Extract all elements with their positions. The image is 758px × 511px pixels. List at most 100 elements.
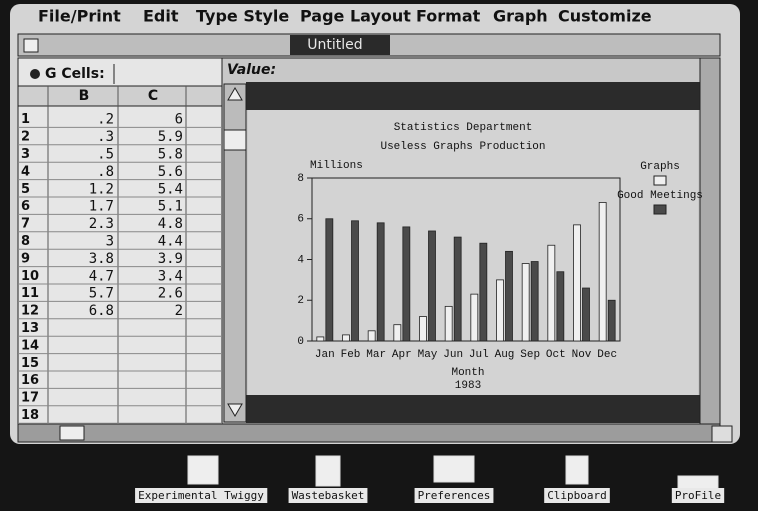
close-box[interactable] (23, 38, 39, 53)
icon-label[interactable]: Clipboard (547, 489, 607, 502)
icon-label[interactable]: Preferences (418, 489, 491, 502)
x-tick-label: Jun (443, 349, 463, 361)
row-label: 6 (21, 199, 30, 214)
cell[interactable]: 2 (175, 303, 183, 319)
bar (453, 236, 462, 342)
bar (316, 336, 325, 342)
y-tick-label: 2 (297, 295, 304, 307)
cell[interactable]: 6 (175, 112, 183, 128)
bar (573, 224, 581, 342)
icon-disk[interactable] (187, 455, 219, 485)
row-label: 18 (21, 408, 39, 423)
scroll-down[interactable] (227, 403, 243, 417)
bar (444, 305, 453, 342)
bar (556, 271, 565, 342)
bar (351, 220, 359, 342)
icon-label[interactable]: Experimental Twiggy (138, 489, 264, 502)
x-tick-label: Apr (392, 349, 412, 361)
menu-item[interactable]: Graph (493, 7, 548, 26)
cell[interactable]: 5.6 (158, 164, 183, 180)
x-tick-label: Aug (495, 349, 515, 361)
menu-item[interactable]: Customize (558, 7, 652, 26)
scroll-up[interactable] (227, 87, 243, 101)
cell[interactable]: 3.4 (158, 268, 183, 284)
bar (470, 293, 479, 342)
bar (367, 330, 376, 342)
cell[interactable]: .5 (97, 147, 114, 163)
column-header: B (79, 88, 90, 104)
cell[interactable]: .8 (97, 164, 114, 180)
window-title: Untitled (307, 37, 362, 53)
h-scrollbar[interactable] (17, 423, 721, 443)
row-label: 17 (21, 391, 39, 406)
bar (325, 218, 334, 342)
bar (393, 324, 402, 342)
column-header (17, 85, 223, 107)
chart-area (248, 110, 698, 395)
scroll-thumb[interactable] (59, 425, 85, 441)
cell[interactable]: 1.7 (89, 199, 114, 215)
row-label: 1 (21, 112, 30, 127)
pane-band (246, 82, 700, 110)
bar (530, 261, 539, 342)
icon-label[interactable]: ProFile (675, 489, 721, 502)
cell[interactable]: 3.9 (158, 251, 183, 267)
legend-swatch (653, 175, 667, 186)
cell[interactable]: 5.7 (89, 286, 114, 302)
desktop-icons (187, 455, 719, 491)
cell[interactable]: 1.2 (89, 181, 114, 197)
row-label: 3 (21, 147, 30, 162)
cell[interactable]: 4.7 (89, 268, 114, 284)
cell[interactable]: 6.8 (89, 303, 114, 319)
bar (402, 226, 411, 342)
cell[interactable]: 4.4 (158, 234, 183, 250)
row-label: 12 (21, 304, 39, 319)
row-label: 10 (21, 269, 39, 284)
spreadsheet-pane (17, 57, 223, 425)
cell[interactable]: 5.8 (158, 147, 183, 163)
cell[interactable]: 5.4 (158, 181, 183, 197)
legend-swatch (653, 204, 667, 215)
cell[interactable]: .3 (97, 129, 114, 145)
y-tick-label: 6 (297, 214, 304, 226)
x-tick-label: Sep (520, 349, 540, 361)
icon-clipboard[interactable] (565, 455, 589, 485)
icon-label-box (414, 488, 494, 503)
x-tick-label: Nov (572, 349, 592, 361)
cell[interactable]: .2 (97, 112, 114, 128)
menu-item[interactable]: Page Layout (300, 7, 411, 26)
scroll-thumb[interactable] (223, 129, 247, 151)
size-box[interactable] (711, 425, 733, 443)
icon-label[interactable]: Wastebasket (292, 489, 365, 502)
cell[interactable]: 2.3 (89, 216, 114, 232)
bar (521, 263, 530, 342)
legend-label: Graphs (640, 161, 680, 173)
bar (496, 279, 504, 342)
icon-preferences[interactable] (433, 455, 475, 483)
cell[interactable]: 5.9 (158, 129, 183, 145)
menu-item[interactable]: File/Print (38, 7, 121, 26)
bar (547, 244, 556, 342)
cell[interactable]: 4.8 (158, 216, 183, 232)
bar (428, 230, 436, 342)
y-tick-label: 8 (297, 173, 304, 185)
cell[interactable]: 3 (106, 234, 114, 250)
icon-profile[interactable] (677, 475, 719, 491)
icon-wastebasket[interactable] (315, 455, 341, 487)
apple-icon (30, 69, 40, 79)
menu-item[interactable]: Type Style (196, 7, 289, 26)
cell[interactable]: 5.1 (158, 199, 183, 215)
pane-band (246, 395, 700, 423)
menu-item[interactable]: Format (416, 7, 481, 26)
icon-label-box (671, 488, 725, 503)
row-label: 4 (21, 164, 30, 179)
cell[interactable]: 3.8 (89, 251, 114, 267)
v-scrollbar[interactable] (223, 83, 247, 423)
v-scrollbar[interactable] (699, 57, 721, 425)
row-label: 11 (21, 286, 39, 301)
menu-item[interactable]: Edit (143, 7, 179, 26)
legend-label: Good Meetings (617, 190, 703, 202)
cell[interactable]: 2.6 (158, 286, 183, 302)
bar (342, 334, 350, 342)
